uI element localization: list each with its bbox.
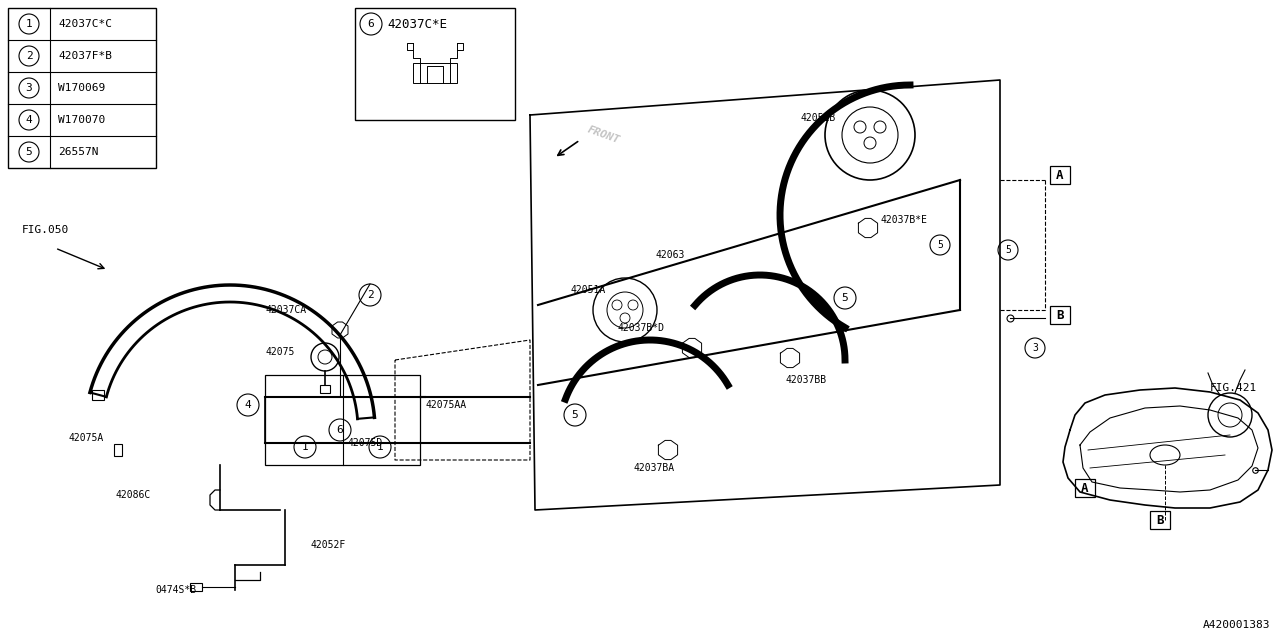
Text: FIG.050: FIG.050 [22,225,69,235]
Bar [8,8,156,168]
Text: 42037C*E: 42037C*E [387,17,447,31]
Text: 42075A: 42075A [68,433,104,443]
Bar [265,375,420,465]
Text: 26557N: 26557N [58,147,99,157]
Text: FIG.421: FIG.421 [1210,383,1257,393]
Text: 5: 5 [572,410,579,420]
Text: FRONT: FRONT [586,125,621,145]
Text: A: A [1082,481,1089,495]
Text: 42037B*E: 42037B*E [881,215,927,225]
Text: 3: 3 [1032,343,1038,353]
Text: 6: 6 [337,425,343,435]
Text: 5: 5 [26,147,32,157]
Bar [114,444,122,456]
Text: 42037F*B: 42037F*B [58,51,113,61]
Text: 6: 6 [367,19,374,29]
Text: 42037BA: 42037BA [634,463,675,473]
Text: 1: 1 [26,19,32,29]
Bar [1050,166,1070,184]
Text: A420001383: A420001383 [1202,620,1270,630]
Text: 4: 4 [26,115,32,125]
Text: B: B [1156,513,1164,527]
Text: 2: 2 [26,51,32,61]
Bar [320,385,330,393]
Text: 42075: 42075 [265,347,294,357]
Text: 42037BB: 42037BB [785,375,826,385]
Text: B: B [1056,308,1064,321]
Text: 42075D: 42075D [347,438,383,448]
Text: 42051A: 42051A [570,285,605,295]
Text: 42075AA: 42075AA [425,400,466,410]
Text: 42086C: 42086C [115,490,150,500]
Text: 42037CA: 42037CA [265,305,306,315]
Text: 42037C*C: 42037C*C [58,19,113,29]
Bar [413,63,457,83]
Text: A: A [1056,168,1064,182]
Text: 5: 5 [937,240,943,250]
Bar [1149,511,1170,529]
Text: W170069: W170069 [58,83,105,93]
Bar [1050,306,1070,324]
Text: 42063: 42063 [655,250,685,260]
Bar [92,390,104,399]
Text: 1: 1 [302,442,308,452]
Text: 5: 5 [842,293,849,303]
Text: W170070: W170070 [58,115,105,125]
Text: 5: 5 [1005,245,1011,255]
Text: 4: 4 [244,400,251,410]
Bar [1075,479,1094,497]
Text: 3: 3 [26,83,32,93]
Text: 0474S*B: 0474S*B [155,585,196,595]
Text: 42052F: 42052F [310,540,346,550]
Text: 42051B: 42051B [800,113,836,123]
Bar [355,8,515,120]
Bar [189,583,202,591]
Text: 2: 2 [366,290,374,300]
Text: 42037B*D: 42037B*D [617,323,664,333]
Text: 1: 1 [376,442,384,452]
